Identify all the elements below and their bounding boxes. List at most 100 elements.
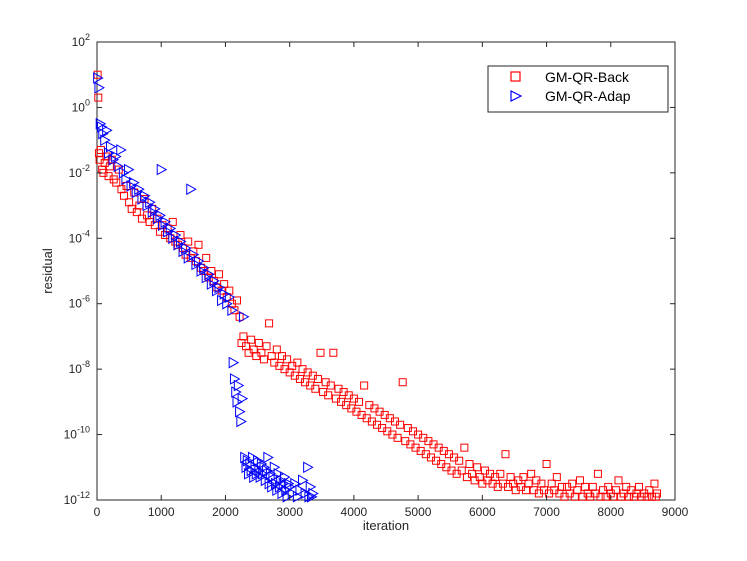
legend-label-gm-qr-adap: GM-QR-Adap — [545, 88, 631, 104]
data-point — [240, 451, 251, 464]
data-point — [295, 484, 306, 497]
data-point — [501, 450, 510, 459]
data-point — [259, 355, 268, 364]
data-point — [265, 319, 274, 328]
data-point — [194, 240, 203, 249]
data-point — [227, 304, 238, 317]
data-point — [355, 397, 364, 406]
x-tick-label: 8000 — [597, 505, 624, 519]
x-tick-label: 9000 — [662, 505, 689, 519]
x-tick-label: 7000 — [533, 505, 560, 519]
data-point — [121, 173, 132, 186]
data-point — [267, 481, 278, 493]
data-point — [256, 458, 268, 470]
data-point — [152, 212, 164, 225]
data-point — [145, 196, 156, 209]
data-point — [244, 467, 255, 480]
y-tick-exponent: -6 — [82, 294, 90, 304]
data-point — [236, 415, 247, 428]
legend-marker-gm-qr-adap — [510, 90, 523, 102]
data-point — [126, 180, 138, 192]
data-point — [264, 477, 276, 490]
data-point — [178, 245, 190, 258]
data-point — [271, 477, 282, 490]
data-point — [519, 473, 528, 482]
data-point — [206, 278, 218, 290]
data-point — [593, 469, 602, 478]
legend-label-gm-qr-back: GM-QR-Back — [545, 69, 630, 85]
data-point — [168, 232, 179, 245]
data-point — [653, 489, 662, 498]
data-point — [140, 189, 151, 202]
data-point — [496, 469, 505, 478]
data-point — [457, 466, 466, 475]
data-point — [95, 117, 107, 130]
data-point — [131, 186, 143, 199]
data-point — [251, 467, 263, 480]
y-tick-exponent: -10 — [77, 425, 90, 435]
data-point — [123, 163, 135, 176]
data-point — [360, 381, 369, 390]
data-point — [142, 199, 154, 212]
y-tick-label: 10-6 — [69, 294, 90, 311]
data-point — [119, 191, 128, 200]
data-point — [455, 456, 464, 465]
data-point — [137, 193, 148, 205]
data-point — [527, 469, 536, 478]
data-point — [460, 443, 469, 452]
data-point — [155, 209, 166, 222]
data-point — [204, 268, 215, 281]
data-point — [290, 477, 301, 490]
data-point — [211, 284, 223, 297]
data-point — [262, 464, 273, 477]
data-point — [191, 258, 202, 271]
data-point — [326, 381, 335, 390]
data-point — [272, 484, 283, 497]
data-point — [568, 479, 577, 488]
data-point — [163, 225, 174, 238]
data-point — [557, 482, 566, 491]
data-point — [156, 163, 168, 176]
data-point — [229, 373, 241, 385]
data-point — [303, 461, 314, 474]
data-point — [201, 271, 213, 284]
data-point — [249, 471, 260, 483]
data-point — [160, 216, 172, 228]
data-point — [276, 474, 287, 487]
plot-area — [96, 41, 676, 501]
data-point — [265, 467, 277, 480]
y-tick-exponent: 0 — [85, 97, 90, 107]
data-point — [280, 471, 291, 483]
y-tick-exponent: 2 — [85, 32, 90, 42]
legend-marker-gm-qr-back — [510, 71, 521, 82]
y-tick-label: 10-4 — [69, 228, 90, 245]
data-point — [293, 358, 302, 367]
data-point — [263, 451, 274, 464]
y-tick-base: 10 — [64, 493, 78, 507]
data-point — [233, 296, 242, 305]
data-point — [283, 355, 292, 364]
data-point — [239, 332, 248, 341]
y-tick-exponent: -2 — [82, 163, 90, 173]
data-point — [255, 471, 267, 483]
y-tick-label: 10-8 — [69, 359, 90, 376]
data-point — [611, 486, 620, 495]
data-point — [269, 461, 281, 474]
data-point — [287, 487, 299, 500]
data-point — [238, 310, 250, 323]
data-point — [242, 454, 254, 467]
data-point — [232, 396, 244, 408]
data-point — [304, 490, 315, 503]
x-axis: 0 1000 2000 3000 4000 5000 6000 7000 8000 9000 — [94, 42, 689, 519]
y-tick-base: 10 — [69, 231, 83, 245]
data-point — [307, 490, 318, 503]
data-point — [165, 222, 177, 235]
data-point — [283, 477, 295, 490]
data-point — [134, 183, 145, 196]
data-point — [188, 248, 200, 261]
data-point — [230, 306, 239, 315]
y-tick-label: 10-12 — [64, 490, 90, 507]
x-axis-label: iteration — [363, 518, 409, 533]
data-point — [108, 153, 120, 166]
